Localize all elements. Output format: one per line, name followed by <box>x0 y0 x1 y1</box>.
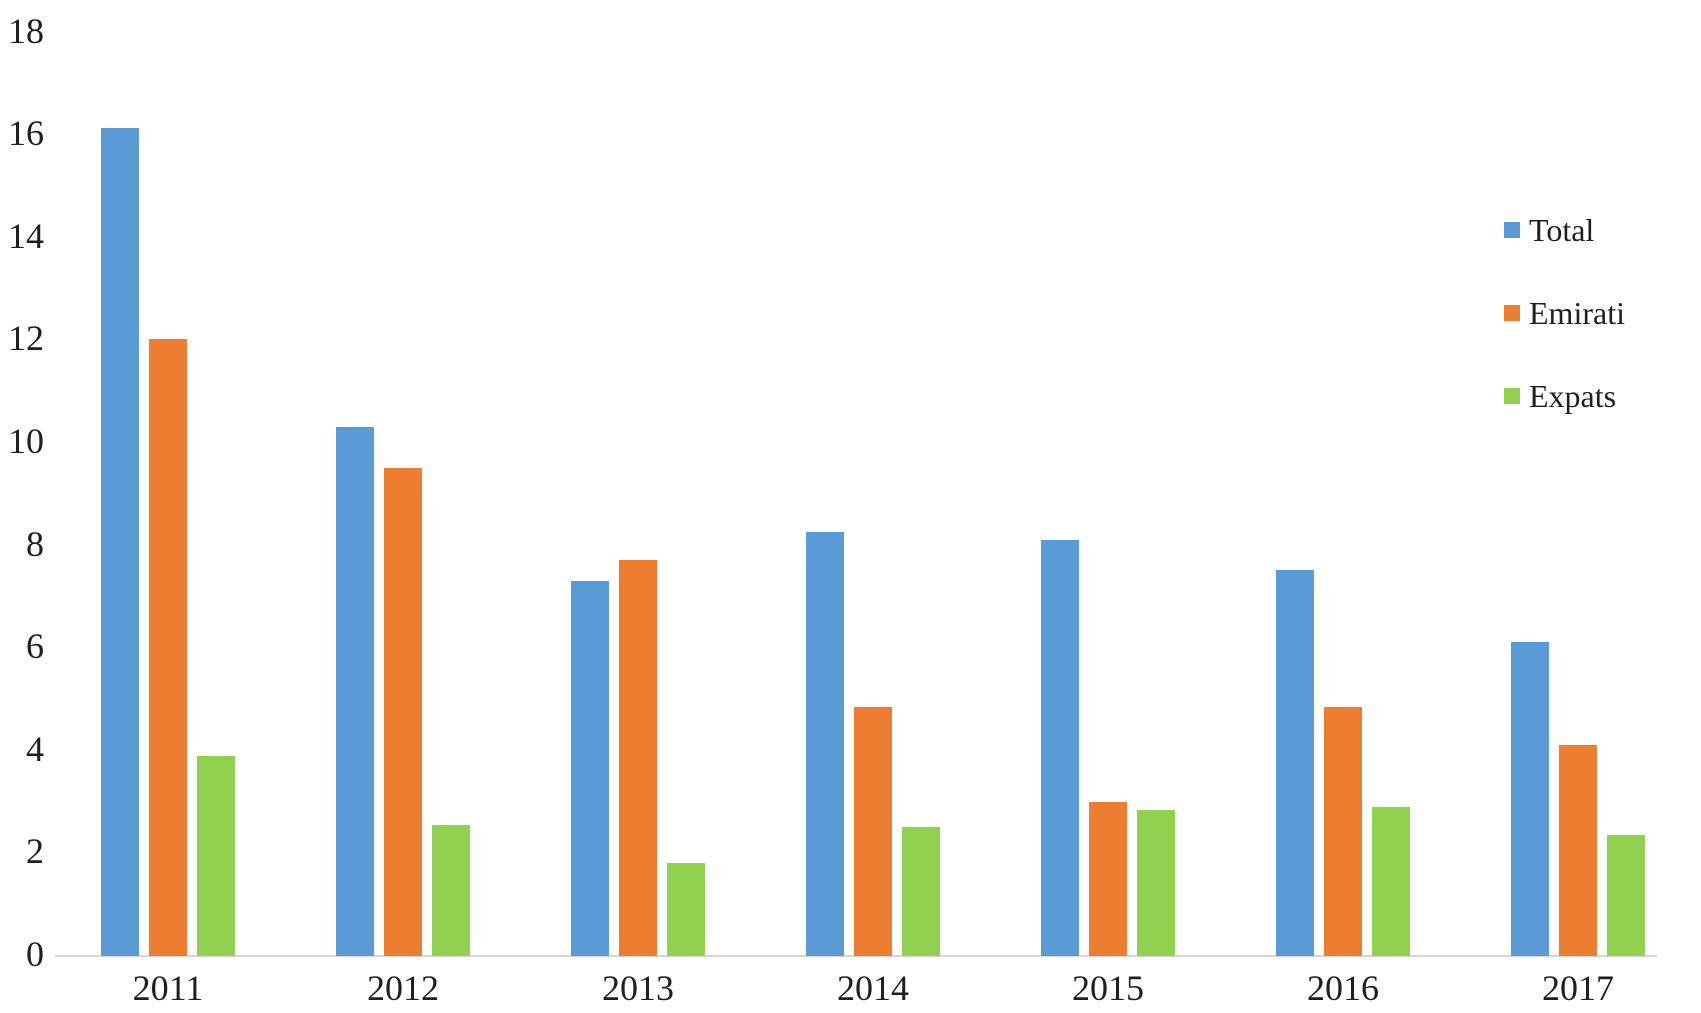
legend-swatch-emirati <box>1504 305 1520 321</box>
x-axis-category-label: 2012 <box>367 968 439 1008</box>
bar-expats <box>197 756 235 956</box>
bar-emirati <box>1559 745 1597 956</box>
y-axis-tick-label: 0 <box>26 934 44 974</box>
x-axis-category-label: 2014 <box>837 968 909 1008</box>
legend: Total Emirati Expats <box>1504 212 1625 414</box>
bar-expats <box>1607 835 1645 956</box>
x-axis-line <box>55 955 1657 957</box>
bar-emirati <box>149 339 187 956</box>
legend-label: Emirati <box>1529 295 1625 331</box>
bar-total <box>101 128 139 956</box>
y-axis-tick-label: 16 <box>8 113 44 154</box>
x-axis-category-label: 2016 <box>1307 968 1379 1008</box>
bar-expats <box>902 827 940 956</box>
x-axis-category-label: 2017 <box>1542 968 1614 1008</box>
legend-label: Total <box>1529 212 1595 248</box>
bar-expats <box>667 863 705 956</box>
x-axis-category-label: 2015 <box>1072 968 1144 1008</box>
bar-total <box>806 532 844 956</box>
bar-total <box>1276 570 1314 956</box>
bar-total <box>571 581 609 956</box>
bar-expats <box>1137 810 1175 956</box>
bar-emirati <box>1089 802 1127 956</box>
y-axis-tick-label: 12 <box>8 318 44 359</box>
bar-total <box>1511 642 1549 956</box>
y-axis-tick-label: 2 <box>26 831 44 872</box>
legend-swatch-expats <box>1504 388 1520 404</box>
legend-label: Expats <box>1529 378 1617 414</box>
bar-emirati <box>619 560 657 956</box>
bar-emirati <box>1324 707 1362 956</box>
bar-expats <box>432 825 470 956</box>
y-axis-tick-label: 18 <box>8 10 44 51</box>
legend-item-expats: Expats <box>1504 378 1625 414</box>
x-axis-category-label: 2013 <box>602 968 674 1008</box>
y-axis-tick-label: 14 <box>8 215 44 256</box>
bar-expats <box>1372 807 1410 956</box>
y-axis-tick-label: 8 <box>26 523 44 564</box>
y-axis-tick-label: 6 <box>26 626 44 667</box>
legend-item-total: Total <box>1504 212 1625 248</box>
legend-item-emirati: Emirati <box>1504 295 1625 331</box>
bar-total <box>1041 540 1079 956</box>
legend-swatch-total <box>1504 222 1520 238</box>
y-axis: 0 2 4 6 8 10 12 14 16 18 <box>0 0 46 1013</box>
bar-emirati <box>384 468 422 956</box>
bar-total <box>336 427 374 956</box>
x-axis-category-label: 2011 <box>132 968 204 1008</box>
y-axis-tick-label: 10 <box>8 421 44 461</box>
bar-emirati <box>854 707 892 956</box>
y-axis-tick-label: 4 <box>26 728 44 769</box>
